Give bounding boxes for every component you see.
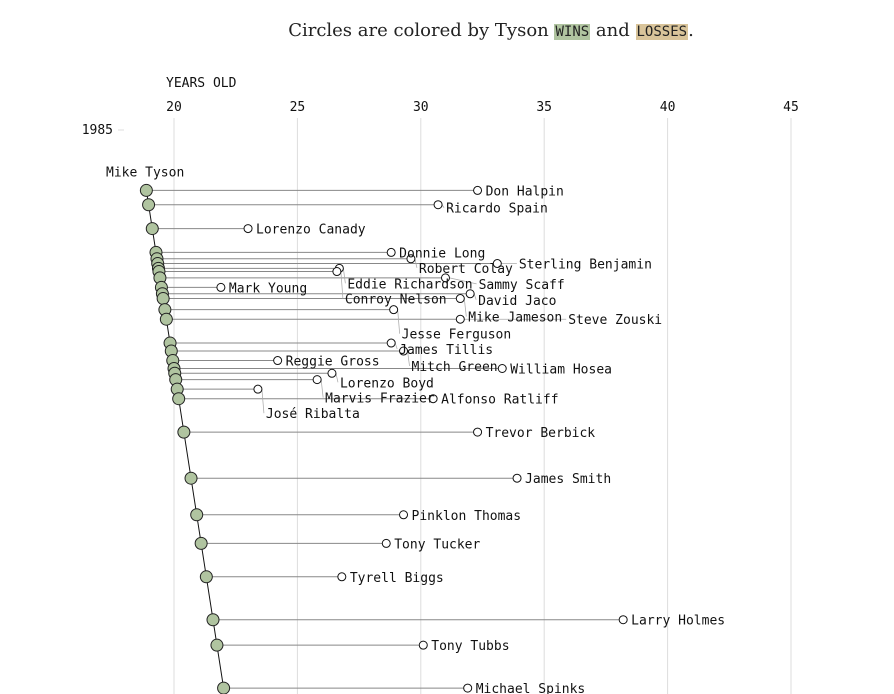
y-tick-label: 1985: [82, 123, 113, 138]
label-leader: [340, 271, 344, 299]
opponent-label: Eddie Richardson: [347, 277, 472, 292]
opponent-point: [381, 538, 391, 548]
opponent-label: Jesse Ferguson: [402, 328, 512, 343]
opponent-point: [253, 384, 263, 394]
opponent-point: [418, 640, 428, 650]
tyson-point: [199, 570, 213, 584]
label-leader: [320, 379, 324, 398]
x-tick-label: 35: [536, 100, 552, 115]
opponent-point: [428, 394, 438, 404]
label-leader: [342, 268, 346, 284]
opponent-point: [327, 368, 337, 378]
opponent-point: [473, 185, 483, 195]
opponent-point: [455, 314, 465, 324]
opponent-point: [399, 510, 409, 520]
opponent-point: [440, 273, 450, 283]
opponent-point: [216, 282, 226, 292]
tyson-point: [177, 425, 191, 439]
opponent-label: Mike Jameson: [468, 311, 562, 326]
opponent-label: Sterling Benjamin: [519, 258, 652, 273]
tyson-point: [206, 613, 220, 627]
opponent-label: William Hosea: [510, 363, 612, 378]
tyson-point: [190, 508, 204, 522]
opponent-point: [312, 375, 322, 385]
opponent-label: Tyrell Biggs: [350, 571, 444, 586]
opponent-point: [465, 289, 475, 299]
opponent-point: [386, 338, 396, 348]
label-leader: [407, 350, 410, 367]
x-axis-label: YEARS OLD: [166, 76, 237, 91]
x-tick-label: 30: [413, 100, 429, 115]
title-text: .: [688, 20, 694, 41]
tyson-point: [156, 292, 170, 306]
label-leader: [397, 309, 401, 334]
opponent-label: Reggie Gross: [286, 355, 380, 370]
opponent-label: David Jaco: [478, 294, 556, 309]
title-text: and: [590, 20, 636, 41]
opponent-point: [492, 259, 502, 269]
opponent-point: [332, 267, 342, 277]
label-leader: [414, 258, 418, 268]
opponent-label: Sammy Scaff: [479, 278, 565, 293]
wins-legend-chip: WINS: [554, 24, 591, 40]
x-tick-label: 45: [783, 100, 799, 115]
opponent-label: Marvis Frazier: [325, 392, 435, 407]
opponent-point: [406, 254, 416, 264]
opponent-label: Alfonso Ratliff: [441, 393, 558, 408]
opponent-point: [337, 572, 347, 582]
tyson-point: [194, 536, 208, 550]
opponent-point: [473, 427, 483, 437]
opponent-label: Robert Colay: [419, 262, 513, 277]
opponent-label: James Smith: [525, 472, 611, 487]
chart-title: Circles are colored by Tyson WINS and LO…: [0, 20, 894, 41]
opponent-label: Lorenzo Boyd: [340, 376, 434, 391]
opponent-point: [399, 346, 409, 356]
opponent-label: Conroy Nelson: [345, 293, 447, 308]
opponent-point: [433, 200, 443, 210]
opponent-point: [389, 305, 399, 315]
opponent-point: [512, 473, 522, 483]
opponent-label: Mitch Green: [412, 360, 498, 375]
tyson-point: [142, 198, 156, 212]
x-tick-label: 40: [660, 100, 676, 115]
losses-legend-chip: LOSSES: [635, 24, 689, 40]
opponent-point: [386, 247, 396, 257]
label-leader: [449, 277, 477, 285]
opponent-label: Tony Tubbs: [431, 639, 509, 654]
opponent-point: [463, 683, 473, 693]
opponent-point: [455, 294, 465, 304]
opponent-label: Trevor Berbick: [486, 426, 596, 441]
title-text: Circles are colored by Tyson: [288, 20, 555, 41]
fighter-label: Mike Tyson: [106, 165, 184, 180]
opponent-label: Tony Tucker: [394, 537, 480, 552]
x-tick-label: 25: [290, 100, 306, 115]
opponent-label: Mark Young: [229, 281, 307, 296]
opponent-point: [243, 224, 253, 234]
opponent-label: Pinklon Thomas: [412, 509, 522, 524]
opponent-label: Michael Spinks: [476, 682, 586, 694]
label-leader: [463, 298, 467, 317]
label-leader: [335, 373, 339, 383]
opponent-label: Donnie Long: [399, 246, 485, 261]
opponent-label: José Ribalta: [266, 407, 360, 422]
opponent-point: [273, 356, 283, 366]
opponent-label: Larry Holmes: [631, 614, 725, 629]
tyson-point: [159, 312, 173, 326]
opponent-point: [618, 615, 628, 625]
opponent-label: Steve Zouski: [568, 313, 662, 328]
tyson-point: [184, 471, 198, 485]
opponent-label: Lorenzo Canady: [256, 223, 366, 238]
tyson-point: [139, 183, 153, 197]
x-tick-label: 20: [166, 100, 182, 115]
tyson-point: [172, 392, 186, 406]
tyson-point: [210, 638, 224, 652]
opponent-label: Ricardo Spain: [446, 202, 548, 217]
label-leader: [261, 389, 265, 414]
tyson-point: [145, 222, 159, 236]
opponent-label: Don Halpin: [486, 184, 564, 199]
tyson-point: [217, 681, 231, 694]
opponent-point: [497, 364, 507, 373]
opponent-label: James Tillis: [399, 343, 493, 358]
